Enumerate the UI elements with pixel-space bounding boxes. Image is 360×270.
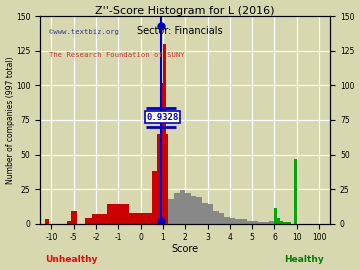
Bar	[207, 204, 213, 224]
Bar	[224, 217, 230, 224]
Bar	[252, 221, 258, 224]
Text: Healthy: Healthy	[284, 255, 324, 264]
Bar	[202, 203, 207, 224]
Bar	[269, 221, 274, 224]
Bar	[92, 214, 107, 224]
Bar	[247, 221, 252, 224]
Bar	[241, 220, 247, 224]
Bar	[152, 171, 157, 224]
Text: Sector: Financials: Sector: Financials	[137, 26, 223, 36]
Bar	[277, 218, 280, 224]
Bar	[283, 222, 285, 224]
Text: The Research Foundation of SUNY: The Research Foundation of SUNY	[49, 52, 184, 58]
Bar	[168, 199, 174, 224]
Bar	[185, 193, 191, 224]
Bar	[294, 159, 297, 224]
Bar	[274, 208, 277, 224]
Bar	[235, 220, 241, 224]
Bar	[85, 218, 92, 224]
Bar	[288, 222, 291, 224]
Bar	[157, 134, 160, 224]
Bar	[263, 222, 269, 224]
Title: Z''-Score Histogram for L (2016): Z''-Score Histogram for L (2016)	[95, 6, 275, 16]
X-axis label: Score: Score	[172, 244, 199, 254]
Bar	[230, 218, 235, 224]
Bar	[129, 212, 152, 224]
Text: 0.9328: 0.9328	[147, 113, 179, 122]
Bar	[166, 134, 168, 224]
Bar	[160, 83, 163, 224]
Bar	[285, 222, 288, 224]
Bar	[107, 204, 129, 224]
Bar	[71, 211, 77, 224]
Bar	[180, 190, 185, 224]
Y-axis label: Number of companies (997 total): Number of companies (997 total)	[5, 56, 14, 184]
Text: ©www.textbiz.org: ©www.textbiz.org	[49, 29, 119, 35]
Bar	[174, 193, 180, 224]
Bar	[191, 196, 196, 224]
Bar	[67, 221, 71, 224]
Bar	[163, 44, 166, 224]
Bar	[196, 197, 202, 224]
Bar	[213, 211, 219, 224]
Bar	[258, 222, 263, 224]
Bar	[219, 212, 224, 224]
Bar	[280, 221, 283, 224]
Bar	[45, 220, 49, 224]
Text: Unhealthy: Unhealthy	[45, 255, 98, 264]
